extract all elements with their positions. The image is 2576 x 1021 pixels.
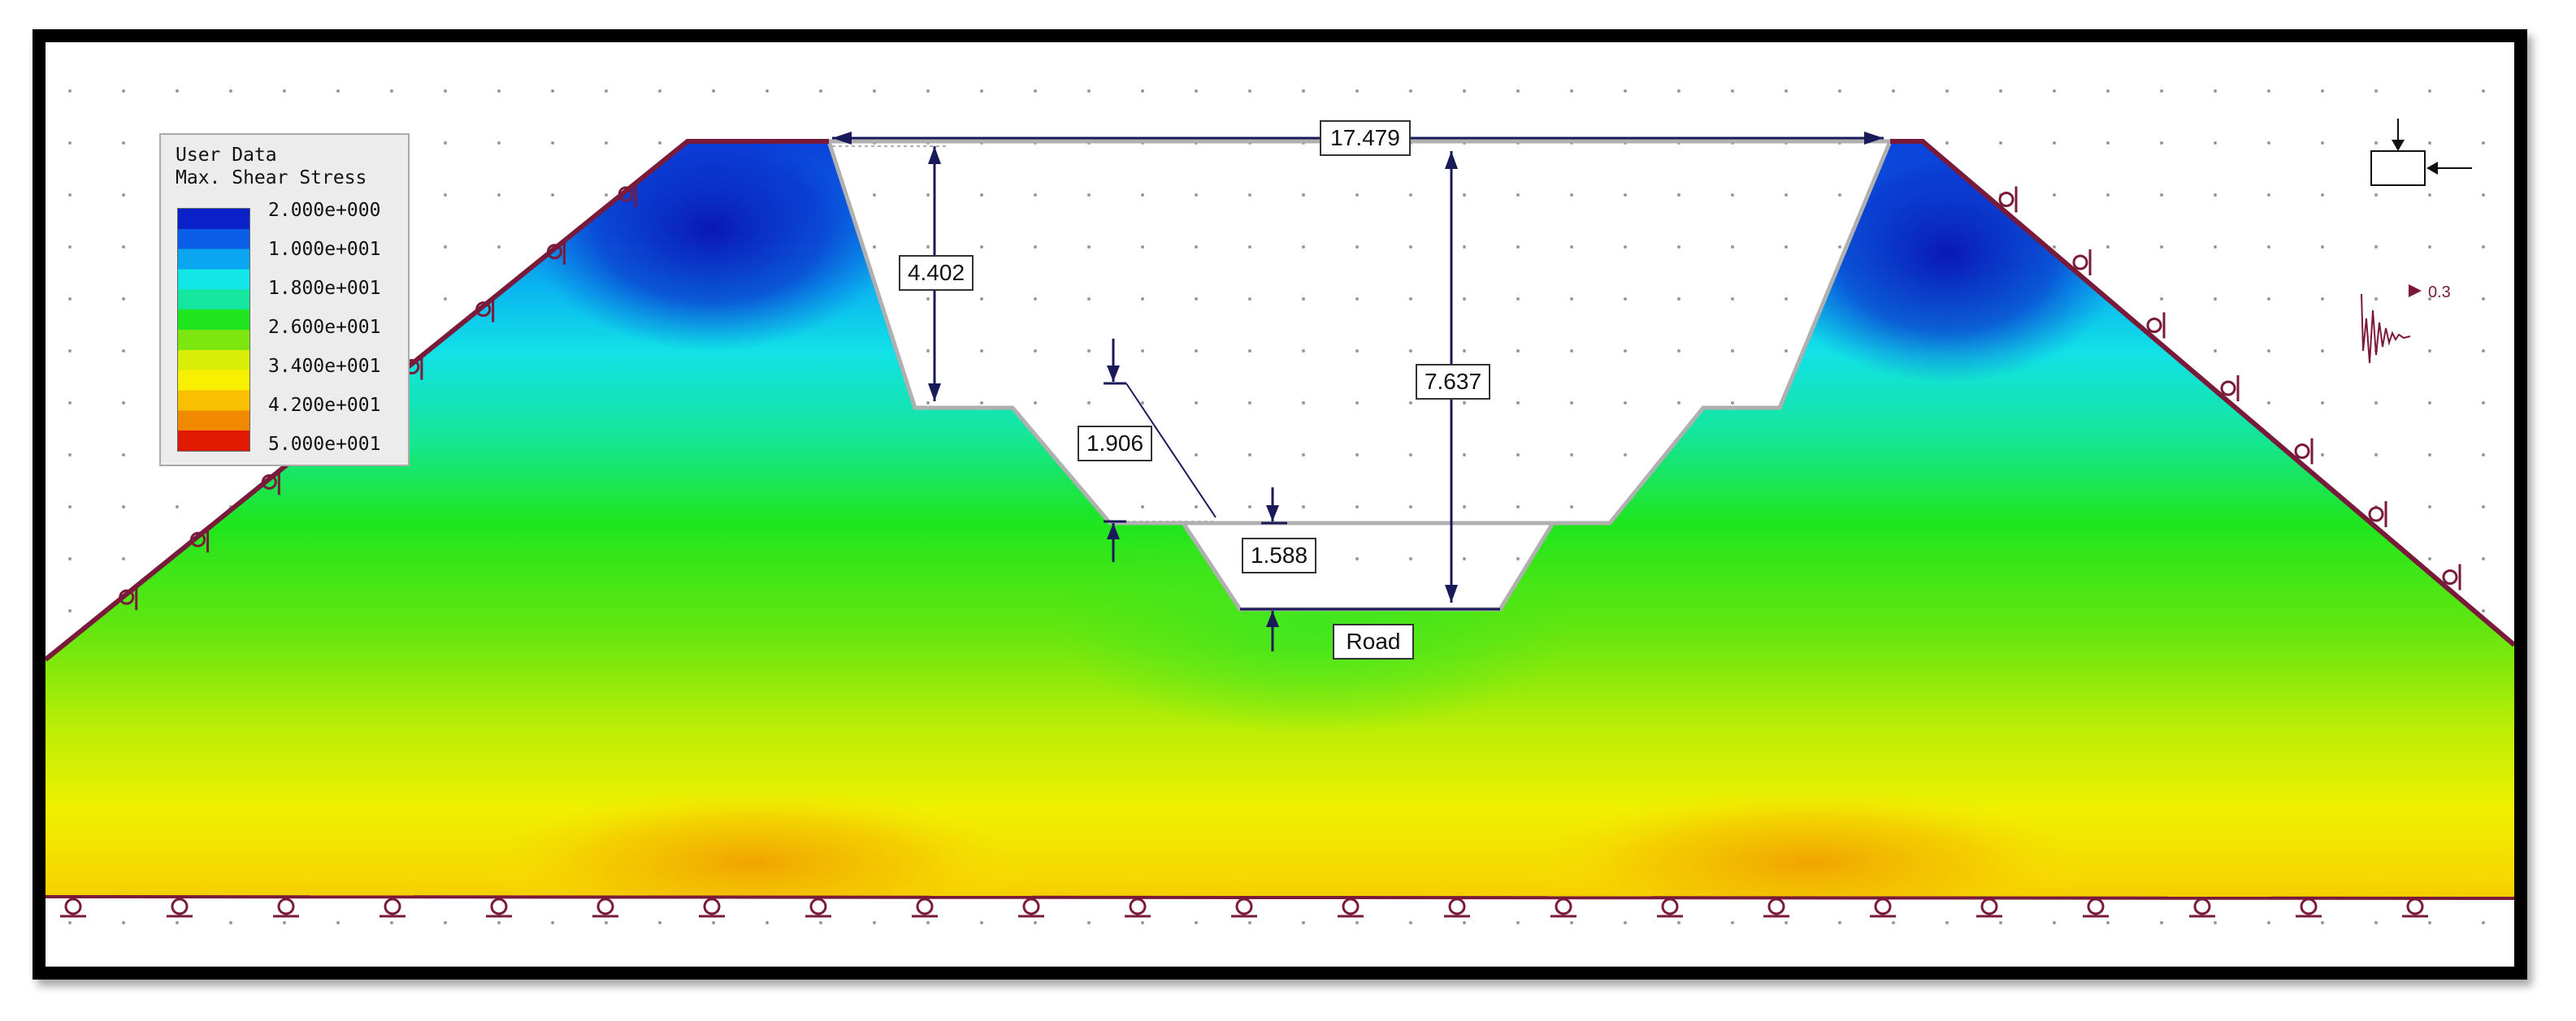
soil-contours (46, 141, 2514, 898)
roller-support (1125, 898, 1151, 918)
slope-support (618, 180, 637, 207)
slope-support (2220, 375, 2240, 401)
roller-support (912, 898, 938, 918)
dim-top-width: 17.479 (1320, 120, 1411, 156)
dim-left-depth: 4.402 (899, 255, 974, 291)
slope-support (2294, 438, 2314, 465)
legend-label-5: 4.200e+001 (268, 395, 381, 416)
legend: User Data Max. Shear Stress 2.000e+000 1… (159, 133, 410, 466)
legend-label-2: 1.800e+001 (268, 278, 381, 299)
roller-support (1338, 898, 1364, 918)
roller-support (2402, 898, 2428, 918)
slope-support (261, 469, 280, 495)
legend-title: User Data (176, 145, 277, 166)
left-slope-boundary (46, 139, 829, 662)
legend-label-6: 5.000e+001 (268, 434, 381, 455)
roller-support (805, 898, 831, 918)
roller-support (1018, 898, 1044, 918)
slope-support (2368, 501, 2387, 527)
model-canvas: 0.3 User Data Max. Shear Stress 2.000e+0… (46, 42, 2514, 967)
base-boundary (46, 895, 2514, 900)
roller-support (699, 898, 725, 918)
excavation-outline (826, 139, 1893, 526)
roller-support (2296, 898, 2322, 918)
dim-total-depth: 7.637 (1416, 364, 1490, 400)
slope-support (2442, 564, 2461, 591)
slope-support (119, 584, 138, 611)
slope-support (190, 526, 210, 553)
figure-frame: 0.3 User Data Max. Shear Stress 2.000e+0… (33, 29, 2527, 980)
roller-support (1763, 898, 1789, 918)
roller-support (1231, 898, 1257, 918)
legend-label-3: 2.600e+001 (268, 317, 381, 338)
dim-bench-height: 1.906 (1078, 426, 1152, 461)
legend-color-bar (177, 208, 250, 452)
slope-supports (119, 180, 2461, 611)
roller-support (1657, 898, 1683, 918)
roller-support (1444, 898, 1470, 918)
legend-subtitle: Max. Shear Stress (176, 167, 367, 188)
stress-field (46, 141, 2514, 898)
legend-label-0: 2.000e+000 (268, 200, 381, 221)
legend-label-4: 3.400e+001 (268, 356, 381, 377)
slope-support (2072, 249, 2092, 275)
roller-support (2189, 898, 2215, 918)
road-outline (1181, 521, 1555, 612)
load-value-label: 0.3 (2428, 283, 2451, 301)
roller-support (486, 898, 512, 918)
slope-support (546, 238, 566, 265)
roller-support (1870, 898, 1896, 918)
roller-supports (60, 898, 2428, 918)
roller-support (1550, 898, 1576, 918)
roller-support (60, 898, 86, 918)
slope-support (2146, 312, 2166, 339)
roller-support (2083, 898, 2109, 918)
contour-plot: 0.3 (46, 89, 2514, 924)
right-slope-boundary (1890, 139, 2514, 647)
roller-support (592, 898, 618, 918)
slope-support (1998, 186, 2018, 213)
roller-support (1976, 898, 2002, 918)
dim-road-depth: 1.588 (1242, 538, 1316, 573)
roller-support (273, 898, 299, 918)
legend-label-1: 1.000e+001 (268, 239, 381, 260)
roller-support (167, 898, 193, 918)
roller-support (379, 898, 405, 918)
stress-hotspot-right (1533, 790, 2085, 898)
load-icon (2370, 119, 2472, 186)
road-label: Road (1333, 624, 1414, 660)
seismic-signal-icon (2361, 284, 2422, 364)
slope-support (475, 296, 495, 322)
stress-hotspot-left (484, 790, 1021, 898)
